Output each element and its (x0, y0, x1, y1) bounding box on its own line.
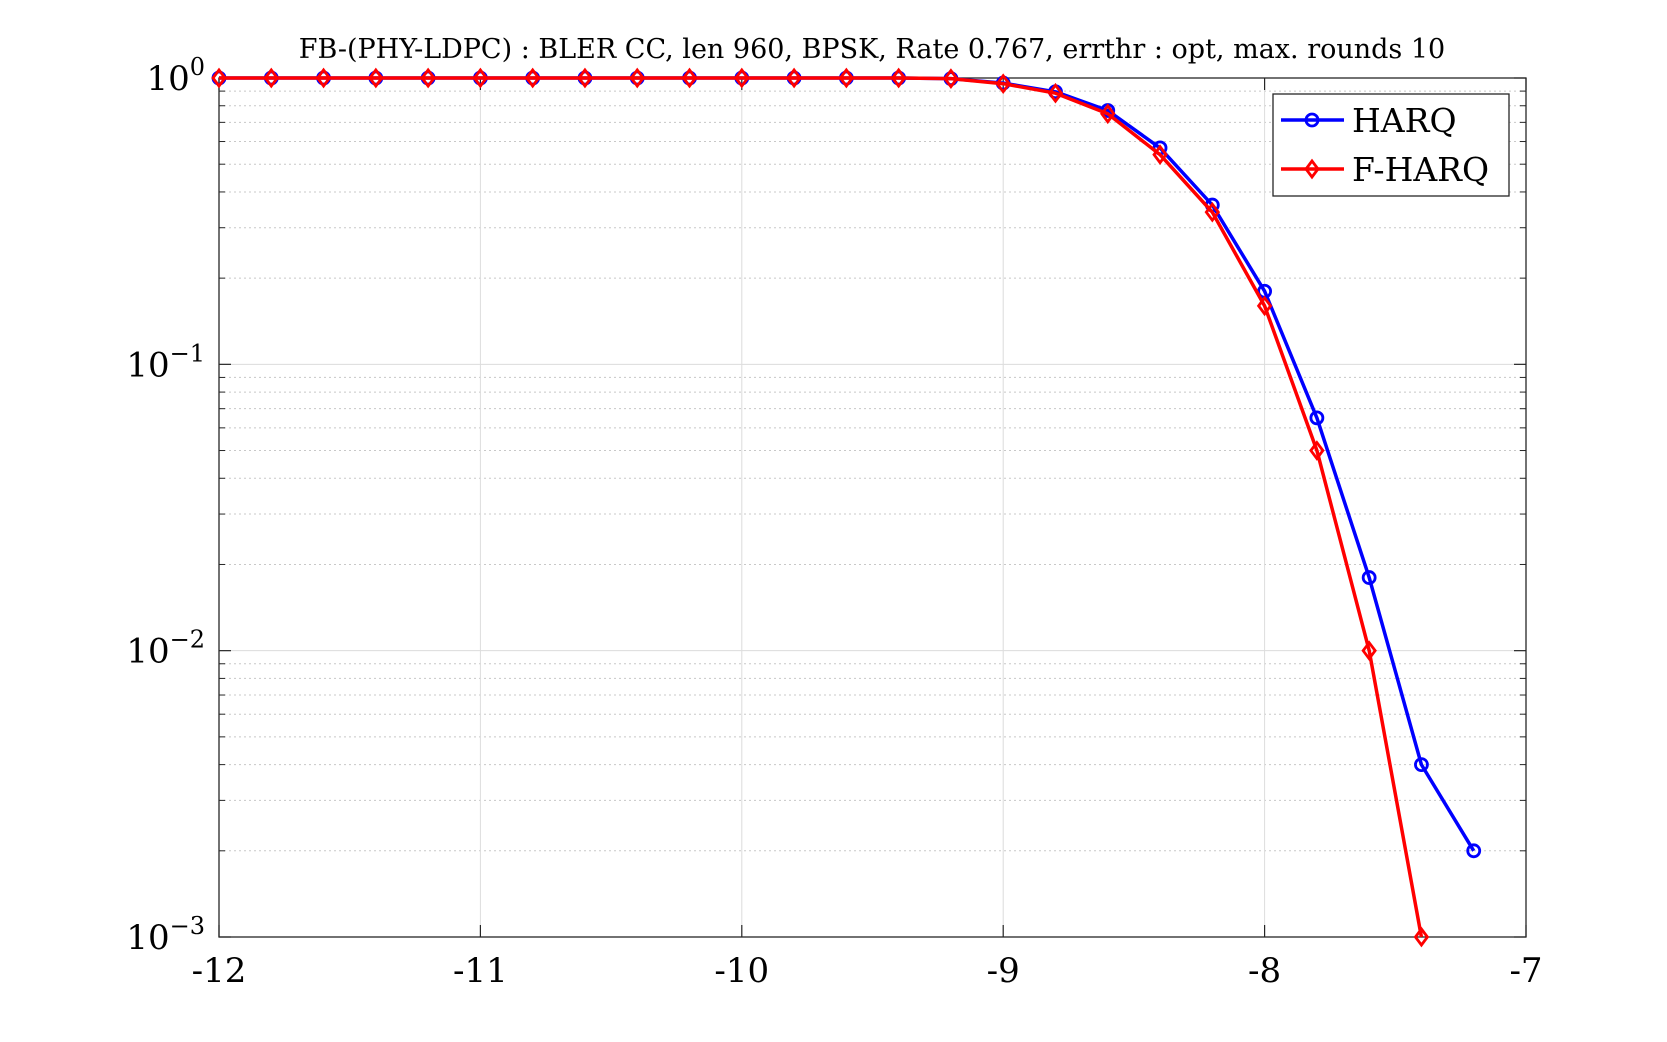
legend-entry-f-harq: F-HARQ (1281, 150, 1489, 189)
data-point-f-harq (1413, 926, 1430, 948)
data-point-f-harq (1047, 82, 1064, 104)
data-point-f-harq (890, 67, 907, 89)
data-point-f-harq (263, 67, 280, 89)
data-point-f-harq (1152, 144, 1168, 165)
data-point-f-harq (472, 67, 489, 89)
data-point-f-harq (734, 67, 750, 89)
x-tick-label: -7 (1509, 951, 1542, 991)
data-point-f-harq (420, 67, 436, 89)
data-point-f-harq (1100, 103, 1116, 125)
y-tick-labels: 100 10−1 10−2 10−3 (126, 53, 205, 958)
x-tick-label: -12 (192, 951, 247, 991)
data-point-f-harq (368, 67, 384, 89)
y-tick-label: 10−3 (126, 912, 205, 958)
data-point-f-harq (1309, 440, 1325, 461)
data-point-f-harq (786, 67, 802, 89)
data-point-f-harq (629, 67, 645, 89)
legend-box (1272, 93, 1510, 197)
y-tick-label: 100 (146, 53, 205, 99)
chart-title: FB-(PHY-LDPC) : BLER CC, len 960, BPSK, … (299, 34, 1445, 65)
data-point-harq (1309, 410, 1325, 426)
data-point-f-harq (211, 67, 227, 89)
x-tick-label: -10 (714, 951, 769, 991)
x-tick-label: -9 (987, 951, 1020, 991)
legend-entry-harq: HARQ (1281, 101, 1457, 140)
data-point-f-harq (995, 73, 1011, 95)
data-point-f-harq (524, 67, 541, 89)
legend-marker-f-harq (1304, 158, 1320, 180)
series-line-f-harq (219, 76, 1424, 938)
y-tick-label: 10−2 (126, 626, 205, 672)
data-point-f-harq (838, 67, 855, 89)
x-tick-labels: -12 -11 -10 -9 -8 -7 (192, 951, 1543, 991)
data-point-harq (1361, 570, 1377, 585)
y-tick-label: 10−1 (126, 339, 205, 385)
data-point-f-harq (1361, 640, 1377, 662)
legend-label-harq: HARQ (1352, 101, 1457, 140)
data-point-f-harq (1204, 201, 1221, 223)
legend: HARQ F-HARQ (1272, 93, 1510, 197)
data-point-f-harq (577, 67, 593, 89)
data-point-f-harq (681, 67, 698, 89)
x-tick-label: -8 (1248, 951, 1281, 991)
legend-marker-harq (1304, 112, 1320, 128)
data-point-f-harq (315, 67, 332, 89)
data-point-f-harq (1256, 295, 1273, 317)
series-layer (211, 67, 1482, 948)
data-point-harq (1414, 757, 1429, 773)
plot-background (219, 78, 1526, 937)
data-point-harq (1466, 843, 1482, 859)
data-point-f-harq (943, 68, 959, 89)
x-tick-label: -11 (453, 951, 508, 991)
legend-label-f-harq: F-HARQ (1352, 150, 1489, 189)
